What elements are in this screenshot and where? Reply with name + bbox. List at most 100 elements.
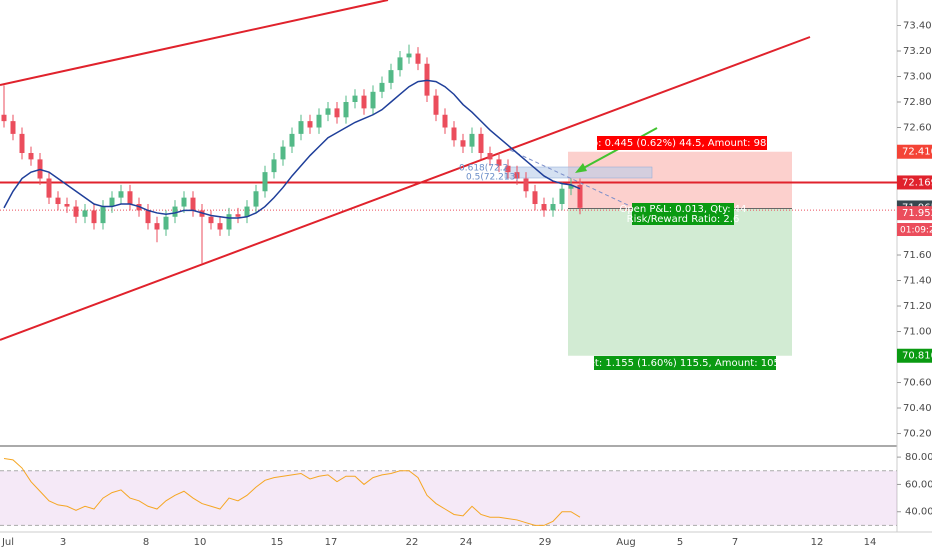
candle-body [559,188,565,205]
candle-body [55,197,61,205]
candle-body [433,95,439,115]
y-tick-label: 72.600 [903,123,932,134]
candle-body [298,121,304,134]
x-tick-label: 17 [325,537,338,548]
position-label: Stop: 0.445 (0.62%) 44.5, Amount: 980.42 [575,138,788,149]
countdown: 01:09:21 [900,226,932,236]
x-tick-label: 15 [271,537,284,548]
price-badge-label: 72.169 [902,177,932,188]
price-badge [897,206,932,221]
candle-body [406,53,412,58]
candle-body [370,91,376,109]
candle-body [181,197,187,207]
candle-body [253,191,259,207]
candle-body [109,197,115,207]
x-tick-label: 3 [60,537,66,548]
y-tick-label: 70.600 [903,378,932,389]
candle-body [163,216,169,230]
candle-body [577,184,583,208]
candle-body [460,140,466,147]
x-tick-label: 7 [732,537,738,548]
candle-body [316,114,322,128]
candle-body [127,191,133,205]
candle-body [487,153,493,160]
price-badge [897,175,932,190]
candle-body [334,108,340,118]
candle-body [388,70,394,83]
y-tick-label: 80.00 [905,452,932,463]
candle-body [280,146,286,160]
candle-body [73,206,79,217]
x-tick-label: 8 [143,537,149,548]
x-tick-label: 14 [864,537,877,548]
projection-line [509,149,631,207]
y-tick-label: 72.800 [903,97,932,108]
y-tick-label: 70.200 [903,429,932,440]
price-badge [897,144,932,159]
candle-body [361,95,367,109]
target-zone [568,208,792,356]
rsi-band [0,470,897,526]
x-tick-label: 12 [811,537,824,548]
candle-body [505,165,511,173]
candle-body [568,184,574,189]
candle-body [217,223,223,230]
y-tick-label: 73.000 [903,72,932,83]
candle-body [226,214,232,230]
y-tick-label: 73.400 [903,21,932,32]
candle-body [550,204,556,211]
candle-body [415,53,421,64]
moving-average [3,79,581,219]
candle-body [352,95,358,103]
candle-body [343,102,349,118]
y-tick-label: 60.00 [905,479,932,490]
price-badge [897,348,932,363]
candle-body [118,191,124,198]
position-label: Target: 1.155 (1.60%) 115.5, Amount: 105… [567,358,802,369]
countdown-box [897,223,932,236]
x-tick-label: Aug [616,537,636,548]
candle-body [235,214,241,217]
candle-body [64,204,70,207]
y-tick-label: 40.00 [905,507,932,518]
arrow-head [575,163,587,173]
candle-body [541,204,547,211]
label-box [597,136,767,150]
y-tick-label: 71.400 [903,276,932,287]
x-tick-label: 29 [539,537,552,548]
candle-body [289,133,295,147]
label-box [632,203,734,225]
candle-body [82,210,88,217]
candle-body [91,210,97,224]
position-label: Open P&L: 0.013, Qty: 44 [619,204,746,215]
fib-label: 0.5(72.213) [466,173,519,183]
fib-label: 0.618(72.2 [459,164,508,174]
price-badge-label: 70.810 [902,351,932,362]
candle-body [271,159,277,173]
candle-body [145,210,151,224]
y-tick-label: 71.000 [903,327,932,338]
candle-body [532,191,538,205]
x-tick-label: 5 [677,537,683,548]
x-tick-label: 22 [406,537,419,548]
candle-body [478,133,484,154]
candle-body [1,114,7,122]
position-label: Risk/Reward Ratio: 2.6 [627,214,740,225]
price-badge-label: 71.952 [902,208,932,219]
candle-body [496,159,502,166]
rsi-line [3,457,581,526]
y-tick-label: 73.200 [903,46,932,57]
label-box [594,356,776,370]
price-badge-label: 72.410 [902,147,932,158]
candle-body [469,133,475,147]
candle-body [190,197,196,211]
y-tick-label: 71.200 [903,301,932,312]
trend-line [0,0,389,86]
candle-body [514,172,520,179]
candle-body [154,223,160,230]
candle-body [451,127,457,141]
candle-body [172,206,178,217]
candle-body [244,206,250,217]
candle-body [523,178,529,192]
